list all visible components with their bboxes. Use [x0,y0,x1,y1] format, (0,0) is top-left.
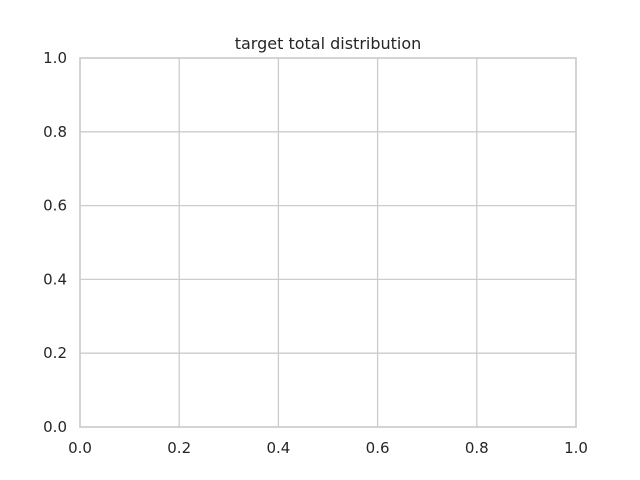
x-tick-label: 0.8 [465,439,489,457]
x-tick-label: 0.4 [266,439,290,457]
y-axis: 0.0 0.2 0.4 0.6 0.8 1.0 [43,49,67,436]
y-tick-label: 0.4 [43,270,67,288]
y-tick-label: 0.8 [43,123,67,141]
y-tick-label: 0.2 [43,344,67,362]
grid-lines [79,57,577,428]
x-tick-label: 0.0 [68,439,92,457]
chart-title: target total distribution [235,34,422,53]
y-tick-label: 0.0 [43,418,67,436]
x-tick-label: 1.0 [564,439,588,457]
plot-area-frame [79,57,577,428]
x-axis: 0.0 0.2 0.4 0.6 0.8 1.0 [68,439,588,457]
y-tick-label: 1.0 [43,49,67,67]
x-tick-label: 0.2 [167,439,191,457]
y-tick-label: 0.6 [43,197,67,215]
x-tick-label: 0.6 [366,439,390,457]
